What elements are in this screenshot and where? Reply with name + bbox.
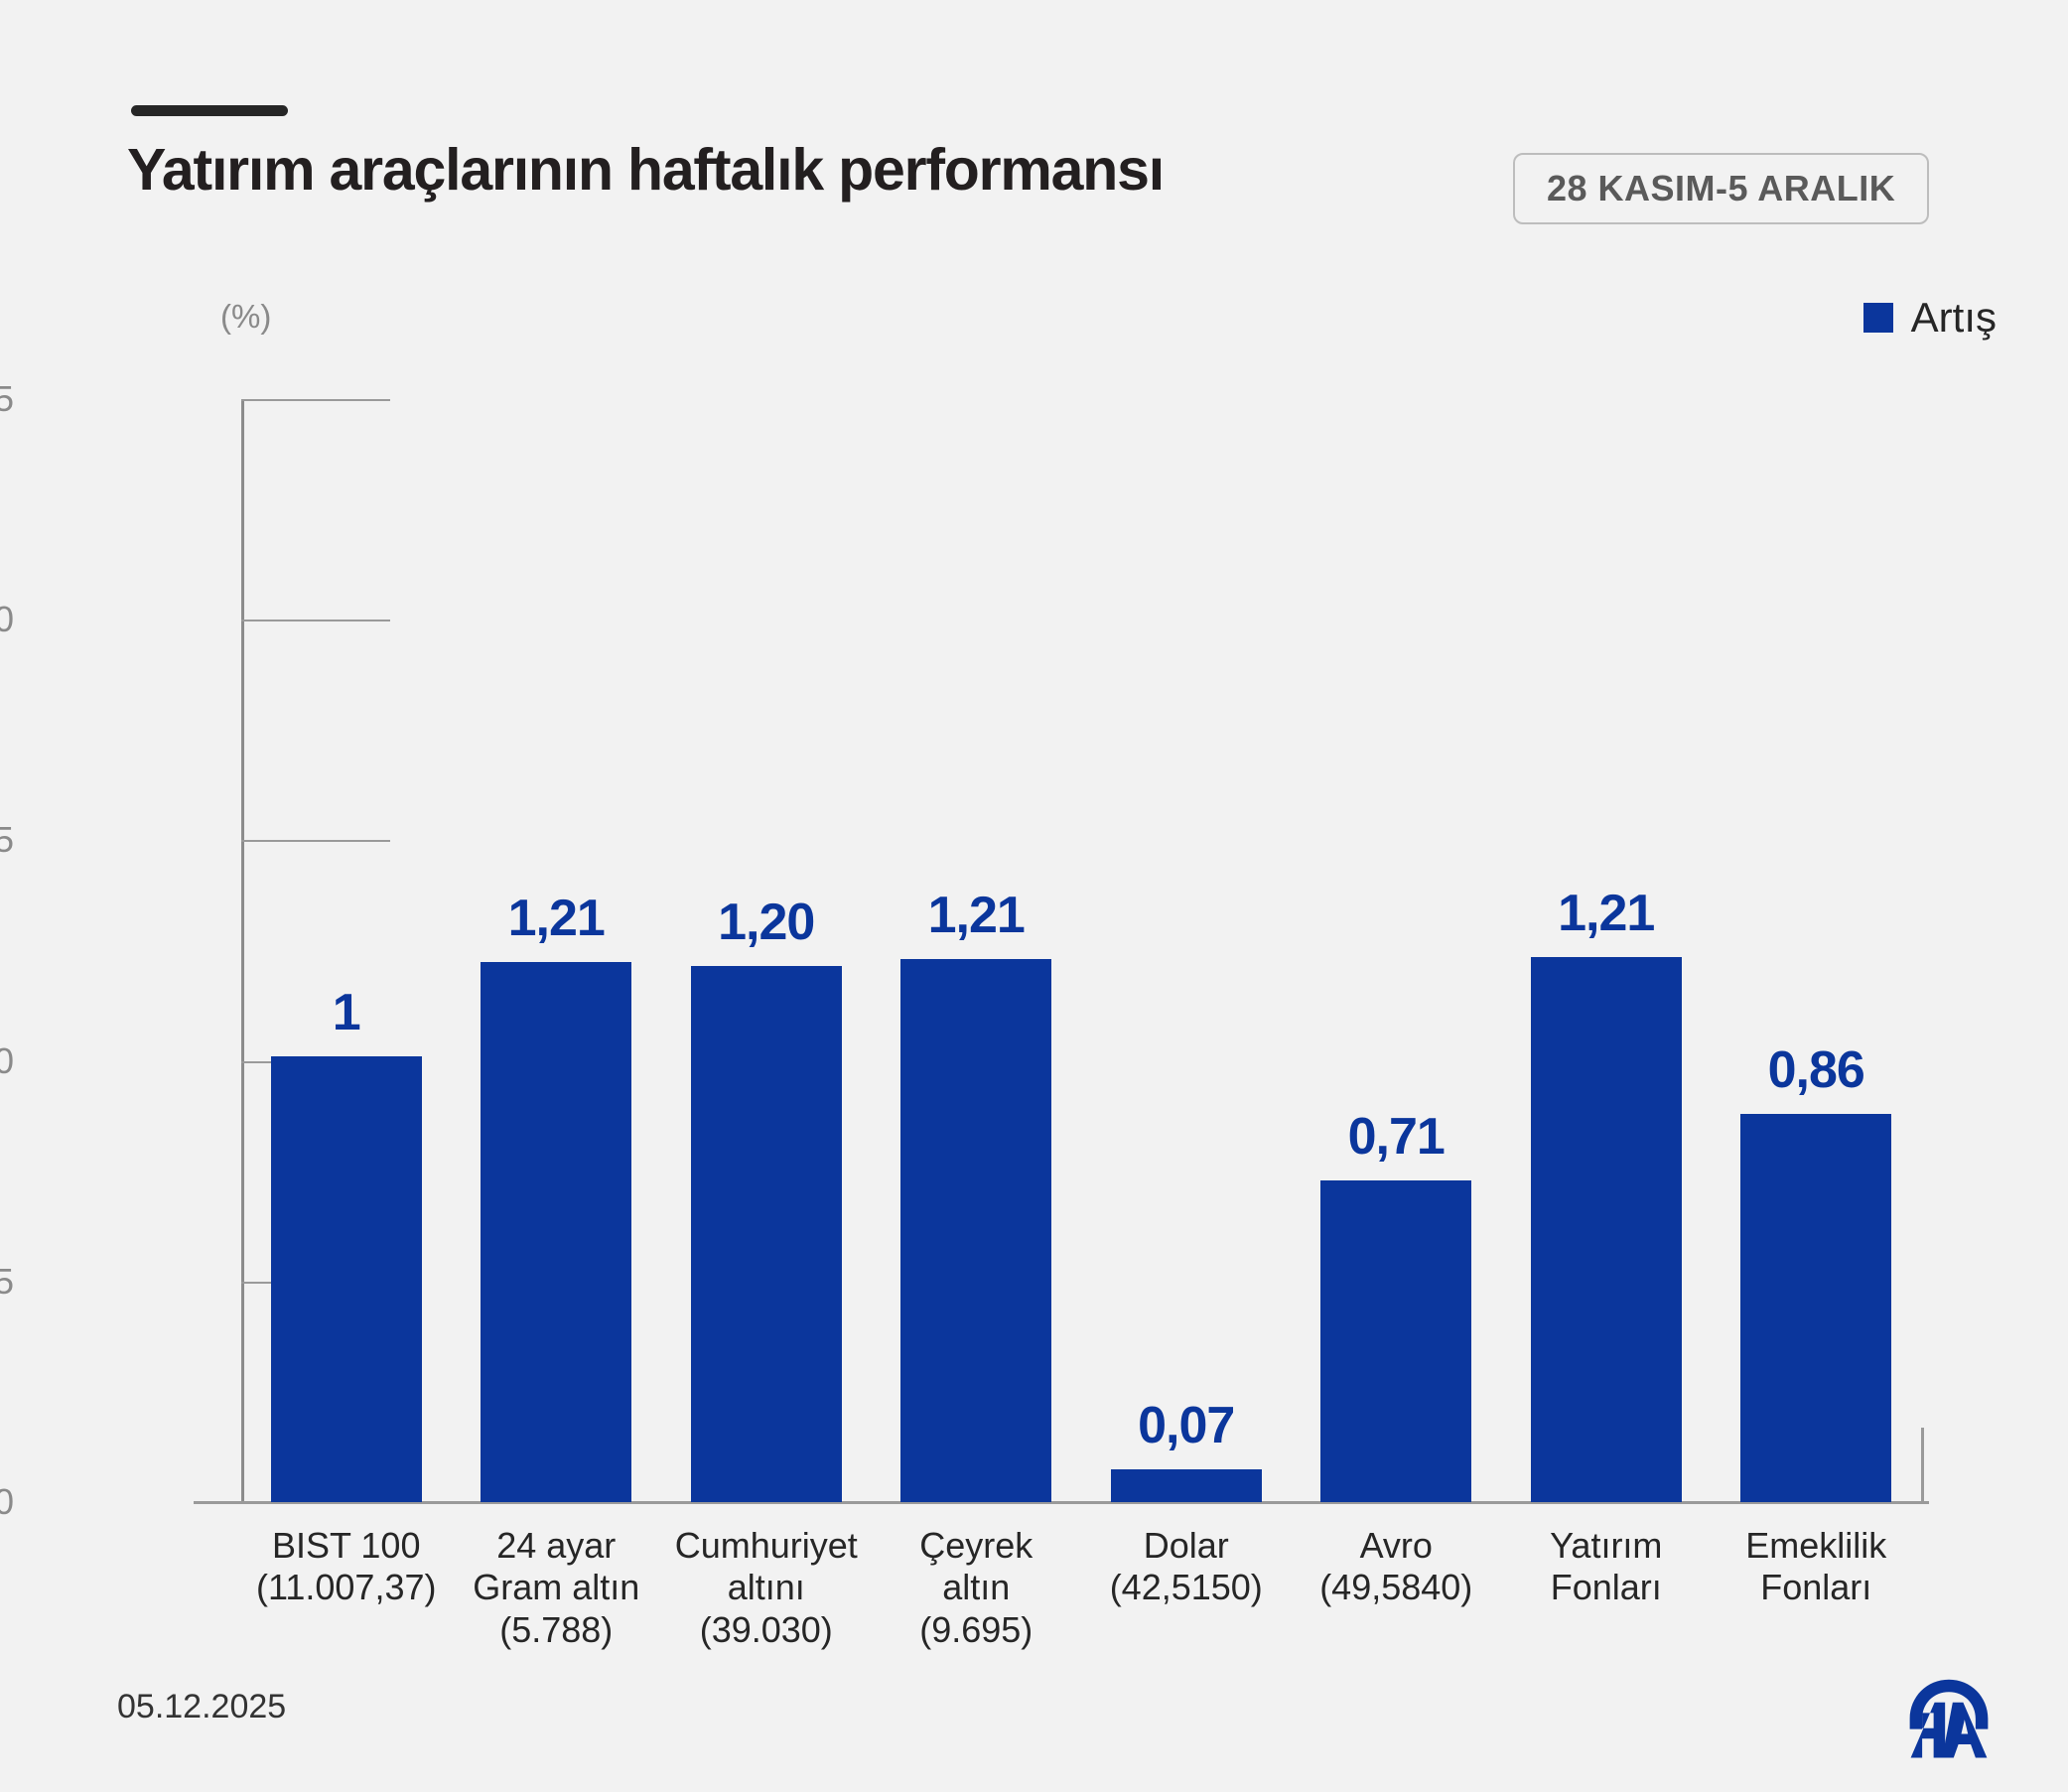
bar-value-label: 0,71	[1347, 1107, 1446, 1166]
bar-column[interactable]: 1	[241, 399, 452, 1502]
grid-line	[241, 840, 390, 843]
y-axis-tick-label: 2,0	[0, 599, 14, 640]
x-axis-label-line: Cumhuriyet	[674, 1525, 858, 1566]
bar-column[interactable]: 0,07	[1081, 399, 1292, 1502]
grid-line	[241, 620, 390, 622]
x-axis-sublabel: (11.007,37)	[256, 1567, 437, 1608]
bar-rect[interactable]	[1110, 1468, 1262, 1502]
x-axis-label-line: Fonları	[1550, 1567, 1662, 1608]
x-axis-sublabel: (5.788)	[499, 1608, 614, 1650]
bar-column[interactable]: 0,86	[1712, 399, 1922, 1502]
bar-value-label: 0,07	[1138, 1396, 1235, 1454]
x-axis-sublabel: (39.030)	[699, 1608, 833, 1650]
x-axis-sublabel: (9.695)	[919, 1608, 1034, 1650]
bar-rect[interactable]	[1530, 957, 1682, 1502]
bar-rect[interactable]	[690, 966, 842, 1502]
bar-rect[interactable]	[481, 961, 632, 1502]
date-range-badge: 28 KASIM-5 ARALIK	[1513, 153, 1930, 224]
x-axis-label-line: BIST 100	[272, 1525, 421, 1566]
x-axis-label-line: 24 ayar	[496, 1525, 617, 1566]
x-axis-label: BIST 100 (11.007,37)	[241, 1525, 452, 1651]
x-axis-label: Cumhuriyet altını (39.030)	[661, 1525, 872, 1651]
x-axis-labels: BIST 100 (11.007,37) 24 ayar Gram altın (5.7…	[241, 1525, 1921, 1651]
bar-column[interactable]: 1,21	[452, 399, 662, 1502]
y-axis-line	[241, 399, 244, 1502]
bar-rect[interactable]	[1740, 1113, 1892, 1502]
x-axis-sublabel: (49,5840)	[1319, 1567, 1473, 1608]
grid-line	[241, 399, 390, 401]
legend-item-label: Artış	[1910, 294, 1997, 341]
x-axis-sublabel: (42,5150)	[1109, 1567, 1263, 1608]
bar-value-label: 1,20	[718, 894, 815, 952]
x-axis-label: Avro (49,5840)	[1292, 1525, 1502, 1651]
bar-rect[interactable]	[900, 959, 1052, 1502]
header: Yatırım araçlarının haftalık performansı…	[0, 0, 2068, 258]
bar-column[interactable]: 0,71	[1292, 399, 1502, 1502]
bar-column[interactable]: 1,21	[1501, 399, 1712, 1502]
x-axis-label: Yatırım Fonları	[1501, 1525, 1712, 1651]
bar-value-label: 1,21	[1558, 885, 1655, 943]
date-range-badge-label: 28 KASIM-5 ARALIK	[1547, 168, 1896, 208]
footer-date: 05.12.2025	[117, 1688, 287, 1725]
x-axis-label: Çeyrek altın (9.695)	[872, 1525, 1082, 1651]
bar-value-label: 1,21	[927, 887, 1026, 945]
x-axis-label-line: altın	[942, 1567, 1011, 1608]
bar-series: 1 1,21 1,20 1,21 0,07 0,71 1,21 0,86	[241, 399, 1921, 1502]
accent-rule	[131, 105, 288, 116]
x-axis-label-line: altını	[727, 1567, 805, 1608]
bar-value-label: 0,86	[1767, 1040, 1865, 1099]
x-axis-label-line: Çeyrek	[919, 1525, 1034, 1566]
x-axis-label-line: Avro	[1359, 1525, 1433, 1566]
y-axis-tick-label: 0,0	[0, 1481, 14, 1522]
chart-legend: Artış	[1862, 294, 1997, 342]
right-axis-tick	[1921, 1428, 1924, 1502]
bar-rect[interactable]	[1320, 1179, 1472, 1502]
page-title: Yatırım araçlarının haftalık performansı	[127, 137, 1165, 203]
bar-column[interactable]: 1,21	[872, 399, 1082, 1502]
x-axis-label-line: Yatırım	[1550, 1525, 1663, 1566]
x-axis-label: Emeklilik Fonları	[1712, 1525, 1922, 1651]
bar-rect[interactable]	[270, 1056, 422, 1502]
aa-anadolu-agency-logo	[1901, 1674, 1997, 1769]
y-axis-tick-label: 0,5	[0, 1260, 14, 1302]
y-axis-tick-label: 1,0	[0, 1039, 14, 1081]
legend-swatch-icon	[1862, 303, 1893, 333]
x-axis-label-line: Gram altın	[473, 1567, 640, 1608]
bar-value-label: 1,21	[507, 889, 606, 947]
x-axis-label: 24 ayar Gram altın (5.788)	[452, 1525, 662, 1651]
x-axis-line	[194, 1501, 1929, 1504]
x-axis-label: Dolar (42,5150)	[1081, 1525, 1292, 1651]
bar-value-label: 1	[332, 984, 361, 1042]
y-axis-tick-label: 1,5	[0, 819, 14, 861]
y-axis-tick-label: 2,5	[0, 378, 14, 419]
y-axis-unit-label: (%)	[220, 298, 272, 335]
x-axis-label-line: Emeklilik	[1745, 1525, 1887, 1566]
x-axis-label-line: Dolar	[1143, 1525, 1229, 1566]
bar-column[interactable]: 1,20	[661, 399, 872, 1502]
x-axis-label-line: Fonları	[1760, 1567, 1872, 1608]
